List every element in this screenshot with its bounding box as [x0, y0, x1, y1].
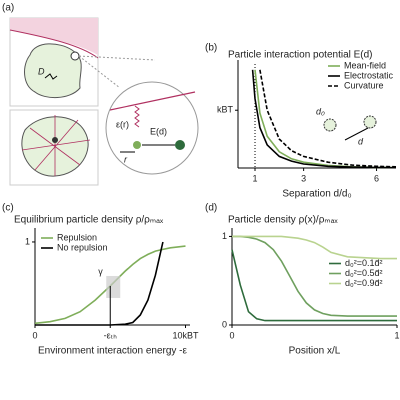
y-tick-label: kBT: [217, 105, 234, 115]
x-axis-label: Position x/L: [289, 346, 341, 357]
x-tick-label: 10kBT: [172, 330, 199, 340]
inset-label: d₀: [316, 106, 325, 116]
potential-label: ε(r): [116, 119, 129, 129]
x-axis-label: Separation d/d₀: [282, 189, 351, 200]
x-tick-label: 0: [229, 330, 234, 340]
x-tick-label: 3: [301, 173, 306, 183]
x-tick-label: 0: [32, 330, 37, 340]
x-tick-label: 1: [253, 173, 258, 183]
legend-label: d₀²=0.5d̄²: [345, 268, 383, 278]
legend-label: Repulsion: [57, 232, 97, 242]
y-tick-label: 1: [25, 236, 30, 246]
environment: [10, 18, 98, 55]
y-tick-label: 1: [222, 231, 227, 241]
x-tick-label: 6: [374, 173, 379, 183]
series-line: [259, 69, 397, 168]
panel-label: (a): [2, 3, 14, 14]
panel-label: (d): [205, 203, 217, 214]
legend-label: d₀²=0.1d̄²: [345, 258, 383, 268]
legend-label: Curvature: [344, 80, 384, 90]
series-line: [232, 235, 397, 260]
inset-particle: [363, 115, 377, 129]
legend-label: d₀²=0.9d̄²: [345, 278, 383, 288]
trajectory: [44, 73, 58, 80]
slope-box: [106, 275, 121, 298]
chart-title: Equilibrium particle density ρ/ρₘₐₓ: [14, 215, 164, 226]
inset-particle: [323, 118, 337, 132]
boundary: [109, 91, 196, 111]
cell: [24, 43, 82, 98]
particle: [70, 51, 80, 61]
legend-label: No repulsion: [57, 242, 108, 252]
panel-a: (a) D ε(r) E(d) r: [2, 3, 199, 186]
particle: [52, 137, 58, 143]
series-line: [35, 241, 164, 326]
series-line: [232, 235, 397, 317]
series-line: [231, 249, 397, 322]
interaction-label: E(d): [150, 126, 167, 136]
legend-label: Mean-field: [344, 60, 386, 70]
x-tick-label: 1: [394, 330, 399, 340]
panel-label: (c): [2, 203, 14, 214]
spring: [134, 105, 140, 128]
series-line: [251, 69, 397, 169]
y-tick-label: 0: [222, 319, 227, 329]
chart-title: Particle density ρ(x)/ρₘₐₓ: [228, 215, 338, 226]
diffusion-label: D: [38, 66, 45, 76]
x-axis-label: Environment interaction energy -ε: [38, 346, 188, 357]
magnifier: [105, 81, 199, 175]
x-tick-label: -εₜₕ: [104, 330, 118, 340]
inset-b: d₀ d: [316, 106, 377, 146]
boundary: [9, 29, 99, 59]
zoom-line: [78, 55, 156, 61]
chart-title: Particle interaction potential E(d): [228, 50, 373, 61]
inset-label: d: [358, 136, 364, 146]
slope-label: γ: [98, 266, 103, 276]
particle: [133, 141, 141, 149]
particle: [175, 140, 185, 150]
legend-label: Electrostatic: [344, 70, 394, 80]
panel-label: (b): [205, 43, 217, 54]
network: [21, 115, 91, 176]
r-label: r: [124, 154, 128, 164]
inset-line: [344, 127, 369, 141]
zoom-line: [78, 55, 121, 89]
